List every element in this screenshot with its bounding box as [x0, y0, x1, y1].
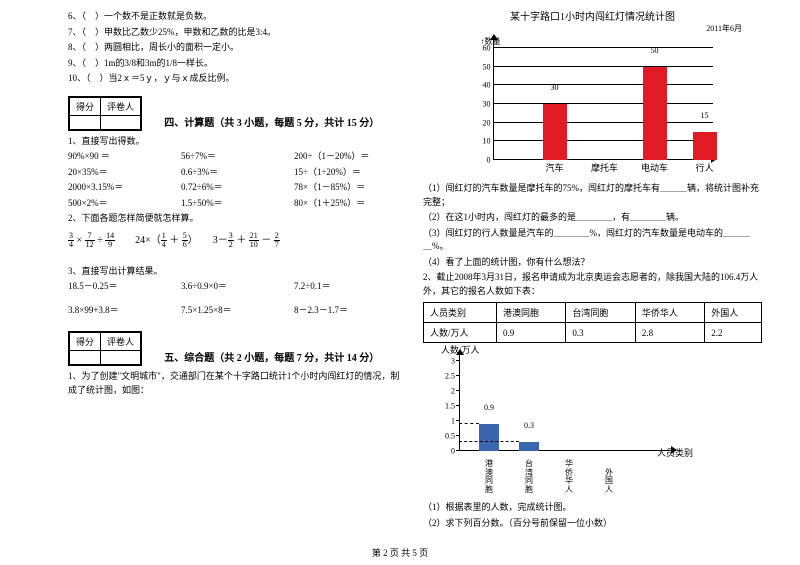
r-q3: （3）闯红灯的行人数量是汽车的＿＿＿＿%，闯红灯的汽车数量是电动车的＿＿＿＿%。: [423, 227, 762, 254]
calc-cell: 0.72÷6%＝: [181, 181, 294, 195]
calc-cell: 15÷（1÷20%）＝: [294, 166, 407, 180]
td: 2.2: [705, 323, 762, 343]
calc-cell: 20×35%＝: [68, 166, 181, 180]
r-f2: （2）求下列百分数。（百分号前保留一位小数）: [423, 517, 762, 531]
r-p2: 2、截止2008年3月31日，报名申请成为北京奥运会志愿者的，除我国大陆的106…: [423, 271, 762, 298]
calc-cell: 7.5×1.25×8＝: [181, 304, 294, 318]
th: 华侨华人: [635, 303, 704, 323]
th: 台湾同胞: [566, 303, 635, 323]
question-8: 8、（ ）两圆相比，周长小的面积一定小。: [68, 41, 407, 55]
r-f1: （1）根据表里的人数，完成统计图。: [423, 501, 762, 515]
score-label: 得分: [70, 333, 101, 351]
r-q1: （1）闯红灯的汽车数量是摩托车的75%，闯红灯的摩托车有＿＿＿辆，将统计图补充完…: [423, 182, 762, 209]
s4-q2: 2、下面各题怎样简便就怎样算。: [68, 212, 407, 226]
td: 0.9: [496, 323, 565, 343]
calc-cell: 56÷7%＝: [181, 150, 294, 164]
score-box: 得分评卷人: [68, 96, 142, 131]
s4-q3: 3、直接写出计算结果。: [68, 265, 407, 279]
calc-cell: 78×（1－85%）＝: [294, 181, 407, 195]
score-box-2: 得分评卷人: [68, 331, 142, 366]
td: 人数/万人: [424, 323, 497, 343]
score-label: 得分: [70, 97, 101, 115]
calc-cell: 90%×90 ＝: [68, 150, 181, 164]
section-4-title: 四、计算题（共 3 小题，每题 5 分，共计 15 分）: [164, 114, 379, 129]
question-7: 7、（ ）甲数比乙数少25%，甲数和乙数的比是3:4。: [68, 26, 407, 40]
calc-cell: 2000×3.15%＝: [68, 181, 181, 195]
s5-q1: 1、为了创建"文明城市"，交通部门在某个十字路口统计1个小时内闯红灯的情况，制成…: [68, 370, 407, 397]
td: 0.3: [566, 323, 635, 343]
s4-q1: 1、直接写出得数。: [68, 135, 407, 149]
calc-cell: 0.6÷3%＝: [181, 166, 294, 180]
chart1: ↑数量 010203040506030汽车摩托车50电动车15行人: [463, 38, 723, 178]
calc-cell: 3.8×99+3.8＝: [68, 304, 181, 318]
calc-cell: 80×（1＋25%）＝: [294, 197, 407, 211]
question-10: 10、（ ）当2ｘ＝5ｙ，ｙ与ｘ成反比例。: [68, 72, 407, 86]
calc-cell: 7.2÷0.1＝: [294, 280, 407, 294]
calc-cell: 3.6÷0.9×0＝: [181, 280, 294, 294]
td: 2.8: [635, 323, 704, 343]
section-5-title: 五、综合题（共 2 小题，每题 7 分，共计 14 分）: [164, 349, 379, 364]
question-6: 6、（ ）一个数不是正数就是负数。: [68, 10, 407, 24]
calc-cell: 1.5÷50%＝: [181, 197, 294, 211]
fraction-row: 34 × 712 ÷ 149 24×（14 ＋ 56） 3－32 ＋ 2110 …: [68, 228, 407, 253]
chart2: 人数/万人 人员类别 00.511.522.530.9港澳同胞0.3台湾同胞华侨…: [423, 347, 683, 497]
th: 外国人: [705, 303, 762, 323]
data-table: 人员类别 港澳同胞 台湾同胞 华侨华人 外国人 人数/万人 0.9 0.3 2.…: [423, 302, 762, 343]
calc-cell: 200÷（1－20%）＝: [294, 150, 407, 164]
r-q4: （4）看了上面的统计图，你有什么想法？: [423, 256, 762, 270]
page-footer: 第 2 页 共 5 页: [0, 546, 800, 559]
calc-cell: 500×2%＝: [68, 197, 181, 211]
calc-cell: 18.5－0.25＝: [68, 280, 181, 294]
th: 人员类别: [424, 303, 497, 323]
question-9: 9、（ ）1m的3/8和3m的1/8一样长。: [68, 57, 407, 71]
r-q2: （2）在这1小时内，闯红灯的最多的是＿＿＿＿，有＿＿＿＿辆。: [423, 211, 762, 225]
grader-label: 评卷人: [101, 97, 141, 115]
grader-label: 评卷人: [101, 333, 141, 351]
calc-cell: 8－2.3－1.7＝: [294, 304, 407, 318]
chart1-date: 2011年6月: [423, 23, 762, 34]
chart1-title: 某十字路口1小时内闯红灯情况统计图: [423, 8, 762, 23]
th: 港澳同胞: [496, 303, 565, 323]
